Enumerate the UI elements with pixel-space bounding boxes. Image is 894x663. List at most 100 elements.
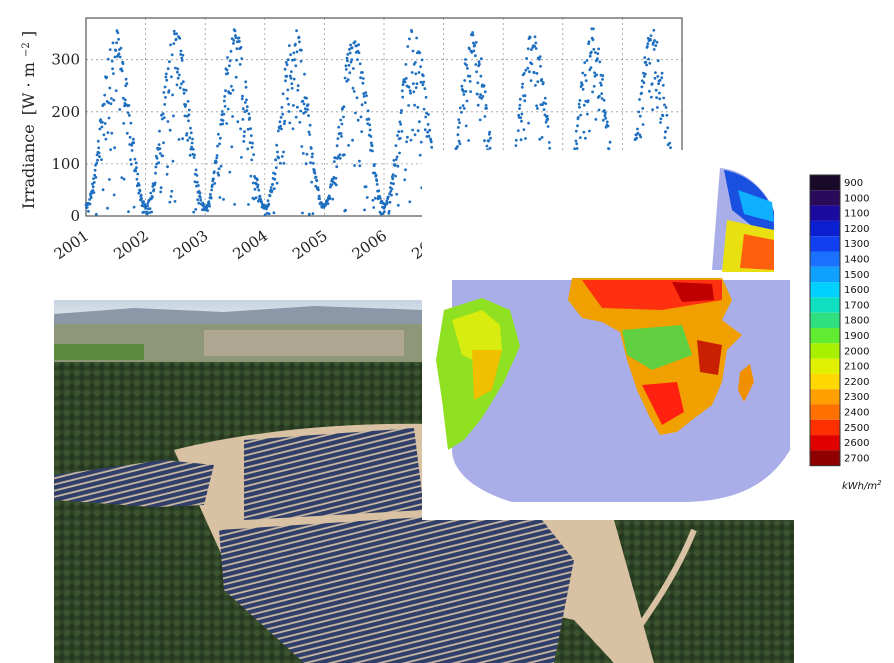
scatter-point (168, 60, 171, 64)
scatter-point (91, 182, 94, 186)
scatter-point (593, 71, 596, 75)
scatter-point (289, 76, 293, 80)
scatter-point (424, 95, 428, 99)
scatter-point (217, 173, 221, 177)
scatter-point (488, 130, 492, 134)
scatter-point (378, 194, 381, 198)
scatter-point (180, 59, 184, 62)
scatter-point (126, 111, 130, 115)
scatter-point (212, 177, 215, 181)
scatter-point (414, 72, 418, 76)
scatter-point (88, 198, 91, 201)
scatter-point (367, 117, 371, 121)
scatter-point (338, 153, 342, 157)
scatter-point (176, 76, 180, 80)
scatter-point (190, 145, 194, 149)
scatter-point (235, 47, 239, 51)
scatter-point (197, 184, 200, 187)
scatter-point (272, 187, 276, 191)
scatter-point (157, 161, 161, 165)
scatter-point (299, 109, 302, 113)
scatter-point (146, 201, 150, 205)
scatter-point (472, 41, 475, 45)
scatter-point (192, 210, 196, 214)
colorbar-swatch (810, 220, 840, 237)
scatter-point (278, 120, 282, 124)
scatter-point (209, 196, 213, 200)
scatter-point (540, 136, 544, 139)
scatter-point (154, 165, 158, 169)
scatter-point (344, 208, 347, 212)
scatter-point (123, 98, 127, 102)
scatter-point (394, 174, 397, 178)
scatter-point (281, 112, 285, 116)
scatter-point (419, 65, 422, 68)
scatter-point (356, 118, 360, 122)
scatter-point (155, 156, 159, 160)
scatter-point (188, 153, 192, 157)
scatter-point (272, 211, 276, 215)
scatter-point (426, 123, 430, 126)
scatter-point (140, 197, 144, 201)
scatter-point (595, 73, 598, 77)
scatter-point (488, 146, 492, 150)
scatter-point (317, 194, 321, 198)
scatter-point (659, 121, 662, 124)
colorbar-swatch (810, 282, 840, 298)
scatter-point (464, 124, 468, 128)
scatter-point (169, 43, 173, 47)
scatter-point (418, 51, 422, 55)
scatter-point (663, 103, 666, 107)
x-tick-label: 2006 (349, 227, 391, 264)
scatter-point (240, 57, 244, 60)
scatter-point (303, 107, 307, 111)
scatter-point (392, 182, 395, 186)
scatter-point (138, 189, 142, 193)
scatter-point (393, 164, 397, 167)
scatter-point (305, 96, 308, 100)
scatter-point (410, 30, 414, 33)
scatter-point (636, 131, 640, 135)
scatter-point (92, 177, 95, 181)
scatter-point (592, 27, 595, 31)
scatter-point (523, 99, 527, 103)
scatter-point (603, 109, 606, 112)
scatter-point (389, 181, 393, 185)
scatter-point (110, 131, 114, 135)
scatter-point (91, 189, 95, 192)
scatter-point (175, 83, 179, 87)
scatter-point (404, 168, 407, 172)
scatter-point (244, 80, 248, 84)
scatter-point (544, 102, 548, 105)
scatter-point (528, 36, 532, 39)
scatter-point (340, 135, 343, 138)
scatter-point (286, 58, 290, 62)
scatter-point (426, 130, 430, 134)
scatter-point (93, 173, 97, 177)
scatter-point (430, 145, 434, 149)
scatter-point (526, 66, 530, 70)
x-tick-label: 2003 (170, 227, 212, 264)
scatter-point (305, 152, 309, 156)
scatter-point (359, 76, 362, 80)
scatter-point (189, 131, 193, 135)
scatter-point (89, 196, 93, 200)
scatter-point (166, 120, 170, 123)
scatter-point (576, 124, 579, 128)
x-tick-label: 2005 (289, 227, 331, 264)
scatter-point (238, 40, 241, 43)
scatter-point (215, 156, 219, 160)
scatter-point (225, 122, 229, 125)
scatter-point (98, 155, 101, 159)
scatter-point (534, 47, 538, 50)
scatter-point (122, 122, 126, 125)
scatter-point (250, 146, 254, 149)
scatter-point (231, 115, 235, 118)
scatter-point (244, 85, 248, 89)
scatter-point (289, 53, 292, 57)
scatter-point (421, 83, 425, 87)
scatter-point (95, 161, 99, 165)
scatter-point (225, 68, 229, 72)
scatter-point (242, 134, 246, 138)
scatter-point (121, 62, 125, 65)
